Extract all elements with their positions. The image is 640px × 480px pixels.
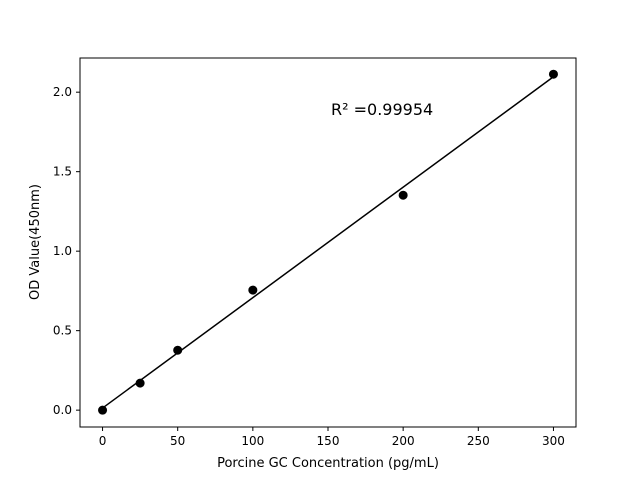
x-tick-label: 100 <box>241 434 264 448</box>
data-point <box>548 69 558 79</box>
fit-line <box>102 76 554 409</box>
data-point <box>173 345 183 355</box>
x-tick-label: 150 <box>317 434 340 448</box>
y-tick-label: 0.5 <box>53 324 72 338</box>
data-point <box>398 190 408 200</box>
x-tick-label: 300 <box>542 434 565 448</box>
y-tick-label: 2.0 <box>53 85 72 99</box>
data-point <box>248 285 258 295</box>
y-tick-label: 0.0 <box>53 403 72 417</box>
y-axis-label: OD Value(450nm) <box>28 184 43 300</box>
data-point <box>98 405 108 415</box>
data-point <box>135 378 145 388</box>
y-tick-label: 1.5 <box>53 165 72 179</box>
x-tick-label: 200 <box>392 434 415 448</box>
x-axis-label: Porcine GC Concentration (pg/mL) <box>217 456 439 471</box>
r-squared-annotation: R² =0.99954 <box>331 100 433 119</box>
x-tick-label: 50 <box>170 434 185 448</box>
y-tick-label: 1.0 <box>53 244 72 258</box>
x-tick-label: 0 <box>99 434 107 448</box>
x-tick-label: 250 <box>467 434 490 448</box>
